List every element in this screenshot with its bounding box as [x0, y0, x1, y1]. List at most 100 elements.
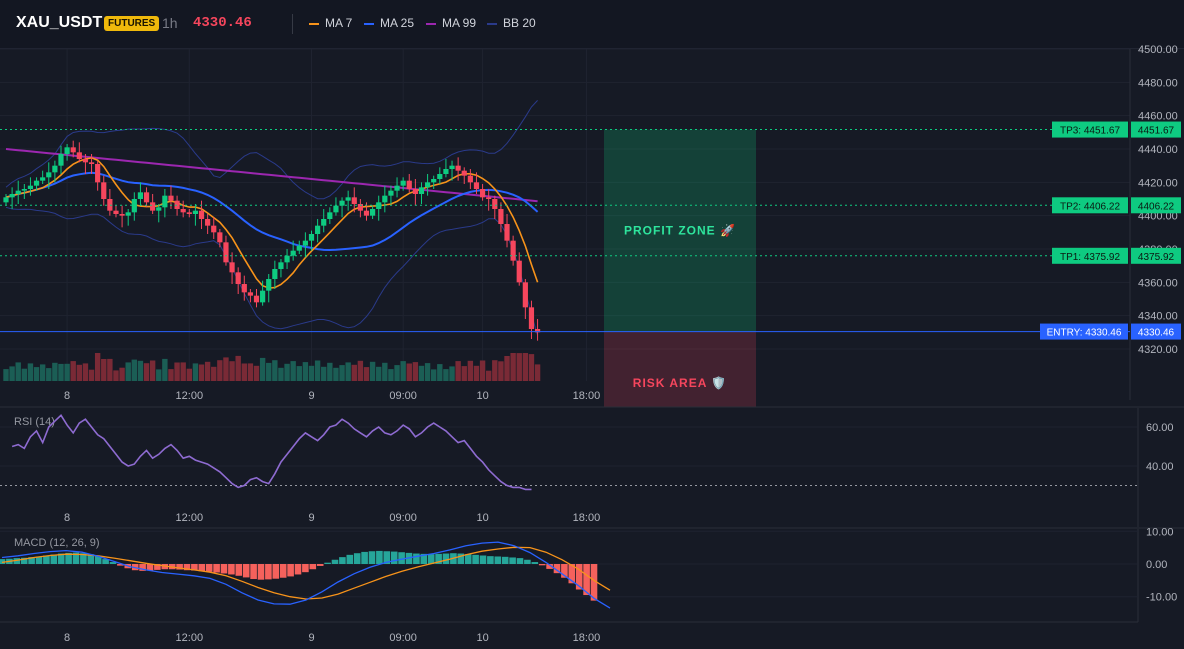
- candle-body: [241, 284, 247, 293]
- volume-bar: [296, 366, 302, 381]
- candle-body: [247, 292, 253, 296]
- macd-hist-bar: [509, 557, 516, 564]
- candle-body: [40, 177, 46, 181]
- axis-price-tag-label: 4330.46: [1138, 328, 1175, 339]
- candle-body: [162, 195, 168, 208]
- axis-price-tag: [1131, 197, 1181, 214]
- profit-zone: [604, 129, 756, 332]
- volume-bar: [272, 360, 278, 381]
- volume-bar: [149, 360, 156, 381]
- candle-body: [406, 180, 412, 189]
- legend-ma7[interactable]: MA 7: [309, 16, 352, 30]
- candle-body: [327, 212, 333, 219]
- candle-body: [498, 209, 504, 224]
- macd-hist-bar: [316, 564, 324, 566]
- volume-bar: [284, 363, 290, 381]
- bb-lower-line: [5, 206, 539, 336]
- volume-bar: [431, 369, 437, 381]
- volume-bar: [15, 362, 21, 381]
- macd-hist-bar: [353, 553, 361, 564]
- macd-hist-bar: [546, 564, 553, 569]
- macd-hist-bar: [87, 554, 95, 564]
- candle-body: [492, 199, 498, 209]
- volume-bar: [217, 360, 223, 381]
- candle-body: [339, 200, 345, 206]
- macd-hist-bar: [516, 558, 524, 564]
- candle-body: [125, 212, 131, 216]
- volume-bar: [82, 363, 89, 381]
- volume-bar: [534, 364, 541, 381]
- candle-body: [376, 202, 382, 209]
- volume-bar: [376, 366, 382, 381]
- candle-body: [229, 262, 235, 273]
- price-x-axis: 8 12:00 9 09:00 10 18:00: [64, 390, 600, 402]
- price-y-tick-label: 4440.00: [1138, 144, 1178, 156]
- candle-body: [101, 182, 107, 199]
- volume-bar: [235, 355, 241, 381]
- legend-bb20[interactable]: BB 20: [487, 16, 536, 30]
- rsi-x-tick-label: 09:00: [389, 512, 417, 524]
- legend-ma25[interactable]: MA 25: [364, 16, 414, 30]
- candle-body: [412, 189, 418, 194]
- volume-bar: [467, 360, 474, 381]
- candle-body: [437, 174, 443, 179]
- candle-body: [479, 189, 486, 198]
- legend-ma99[interactable]: MA 99: [426, 16, 476, 30]
- candle-body: [9, 194, 15, 198]
- legend-ma25-swatch: [364, 22, 374, 25]
- candle-body: [443, 169, 449, 174]
- volume-bar: [369, 361, 376, 381]
- volume-bar: [473, 365, 480, 381]
- price-x-tick-label: 10: [476, 390, 488, 402]
- candle-body: [315, 225, 321, 234]
- volume-bar: [107, 358, 113, 381]
- candle-body: [131, 199, 137, 213]
- volume-bar: [64, 363, 70, 381]
- annotation-label-bg: [1040, 323, 1128, 340]
- annotation-label: TP2: 4406.22: [1060, 201, 1120, 212]
- macd-hist-bar: [531, 562, 539, 564]
- rsi-title: RSI (14): [14, 416, 55, 428]
- volume-bar: [321, 366, 327, 381]
- volume-bar: [259, 357, 266, 381]
- macd-hist-bar: [183, 564, 191, 571]
- macd-hist-bar: [146, 564, 154, 571]
- candle-body: [516, 260, 522, 283]
- volume-bar: [52, 362, 58, 381]
- volume-bar: [101, 359, 107, 381]
- macd-x-tick-label: 9: [308, 632, 314, 644]
- candle-body: [174, 200, 180, 209]
- macd-hist-bar: [272, 564, 280, 579]
- symbol-name[interactable]: XAU_USDT: [16, 14, 103, 31]
- candle-body: [21, 189, 27, 191]
- candle-body: [223, 242, 229, 263]
- volume-bar: [510, 353, 516, 381]
- candle-body: [88, 162, 95, 164]
- rsi-x-tick-label: 8: [64, 512, 70, 524]
- candle-body: [205, 219, 211, 226]
- macd-hist-bar: [309, 564, 317, 570]
- macd-hist-bar: [250, 564, 257, 580]
- macd-signal-line: [1, 546, 611, 600]
- candle-body: [217, 232, 223, 243]
- macd-y-tick-label: 10.00: [1146, 526, 1174, 538]
- price-x-tick-label: 9: [308, 390, 314, 402]
- interval-label[interactable]: 1h: [162, 15, 178, 31]
- candle-body: [424, 182, 431, 188]
- volume-bar: [412, 362, 419, 381]
- macd-hist-bar: [472, 554, 479, 564]
- candle-body: [27, 185, 34, 189]
- candle-body: [431, 179, 437, 183]
- rsi-x-tick-label: 9: [308, 512, 314, 524]
- volume-bar: [21, 368, 28, 381]
- annotation-label: TP3: 4451.67: [1060, 126, 1120, 137]
- candle-body: [370, 209, 376, 216]
- macd-hist-bar: [50, 554, 58, 564]
- macd-hist-bar: [457, 553, 465, 564]
- macd-hist-bar: [435, 553, 442, 564]
- volume-bar: [443, 369, 449, 381]
- futures-badge: FUTURES: [104, 16, 160, 31]
- candle-body: [382, 195, 388, 203]
- volume-bar: [308, 365, 315, 381]
